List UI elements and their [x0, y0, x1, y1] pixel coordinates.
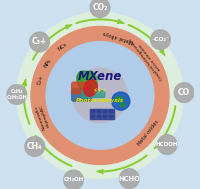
Ellipse shape	[84, 80, 97, 96]
Text: Metal alloys: Metal alloys	[102, 30, 134, 44]
Text: C₃+: C₃+	[32, 37, 47, 46]
Text: Metal oxides: Metal oxides	[137, 120, 160, 147]
Text: ⚡⚡⚡: ⚡⚡⚡	[93, 88, 107, 94]
Text: Nonmetallic
dopingSAC: Nonmetallic dopingSAC	[34, 103, 51, 130]
Text: Coupled heterogeneous
active element: Coupled heterogeneous active element	[129, 34, 168, 81]
Circle shape	[30, 32, 49, 52]
Ellipse shape	[84, 71, 97, 90]
FancyBboxPatch shape	[72, 89, 91, 101]
Text: NCs: NCs	[57, 42, 68, 52]
Circle shape	[25, 137, 45, 156]
Circle shape	[174, 83, 194, 102]
Circle shape	[64, 170, 83, 189]
Circle shape	[46, 42, 154, 149]
Circle shape	[7, 85, 27, 104]
Circle shape	[151, 30, 170, 50]
Text: ·CO₂⁻: ·CO₂⁻	[152, 37, 169, 42]
Text: MXene: MXene	[78, 70, 122, 83]
Circle shape	[112, 92, 130, 110]
Ellipse shape	[120, 103, 125, 107]
FancyBboxPatch shape	[90, 109, 114, 119]
Text: C₃+: C₃+	[37, 74, 44, 85]
Text: HCOOH: HCOOH	[156, 142, 178, 147]
Ellipse shape	[77, 71, 97, 93]
Text: NPs: NPs	[43, 57, 53, 68]
Text: C₂H₄
C₂H₅OH: C₂H₄ C₂H₅OH	[6, 89, 27, 100]
Circle shape	[31, 26, 169, 164]
Ellipse shape	[115, 96, 123, 102]
FancyBboxPatch shape	[82, 91, 105, 97]
Text: Photocatalysis: Photocatalysis	[76, 98, 124, 103]
Text: CH₂OH: CH₂OH	[63, 177, 84, 182]
Text: CO₂: CO₂	[92, 3, 108, 12]
Circle shape	[119, 169, 139, 188]
Circle shape	[17, 12, 183, 179]
Text: CH₄: CH₄	[27, 142, 43, 151]
Text: HCHO: HCHO	[118, 176, 140, 182]
Text: CO: CO	[178, 88, 190, 97]
Circle shape	[73, 68, 127, 123]
FancyBboxPatch shape	[72, 82, 91, 94]
Circle shape	[157, 135, 177, 154]
Circle shape	[90, 0, 110, 17]
